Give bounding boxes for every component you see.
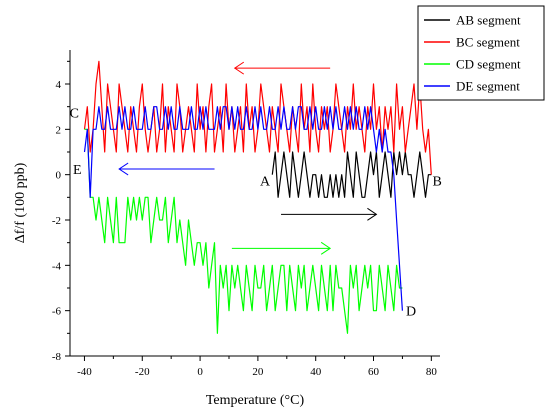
arrow-layer (118, 61, 378, 255)
legend-label-2: BC segment (456, 35, 520, 50)
x-tick-label: 0 (197, 366, 203, 378)
point-label-d: D (406, 305, 416, 320)
point-label-e: E (73, 163, 82, 178)
legend-label-4: DE segment (456, 79, 520, 94)
y-tick-label: 0 (56, 170, 62, 182)
x-tick-label: 60 (368, 366, 380, 378)
legend: AB segment BC segment CD segment DE segment (417, 5, 545, 101)
point-label-a: A (260, 174, 271, 189)
direction-arrow-head-3 (367, 207, 378, 221)
direction-arrow-head-2 (118, 162, 129, 176)
point-labels: A B C D E (70, 106, 442, 319)
series-layer (83, 60, 432, 334)
legend-box (417, 5, 545, 101)
x-tick-label: 20 (252, 366, 264, 378)
x-axis-title: Temperature (°C) (206, 393, 305, 408)
x-ticks: -40 -20 0 20 40 60 80 (77, 356, 437, 378)
series-line-3 (84, 128, 403, 334)
y-tick-label: 2 (56, 124, 62, 136)
series-line-1 (271, 151, 432, 198)
legend-items: AB segment BC segment CD segment DE segment (424, 13, 521, 94)
x-tick-label: 80 (426, 366, 438, 378)
point-label-c: C (70, 106, 79, 121)
y-tick-label: -6 (52, 306, 62, 318)
y-tick-label: -8 (52, 351, 62, 363)
y-tick-label: 4 (56, 79, 62, 91)
y-tick-label: -4 (52, 260, 62, 272)
series-line-4 (83, 106, 403, 311)
point-label-b: B (432, 174, 441, 189)
direction-arrow-head-1 (233, 61, 245, 75)
y-axis-title: Δf/f (100 ppb) (13, 162, 28, 243)
y-ticks: -8 -6 -4 -2 0 2 4 (52, 60, 70, 363)
legend-label-3: CD segment (456, 57, 521, 72)
x-tick-label: 40 (310, 366, 322, 378)
legend-label-1: AB segment (456, 13, 521, 28)
x-tick-label: -20 (135, 366, 150, 378)
x-tick-label: -40 (77, 366, 92, 378)
plot-area (83, 60, 432, 334)
direction-arrow-head-4 (320, 241, 332, 255)
y-tick-label: -2 (52, 215, 61, 227)
